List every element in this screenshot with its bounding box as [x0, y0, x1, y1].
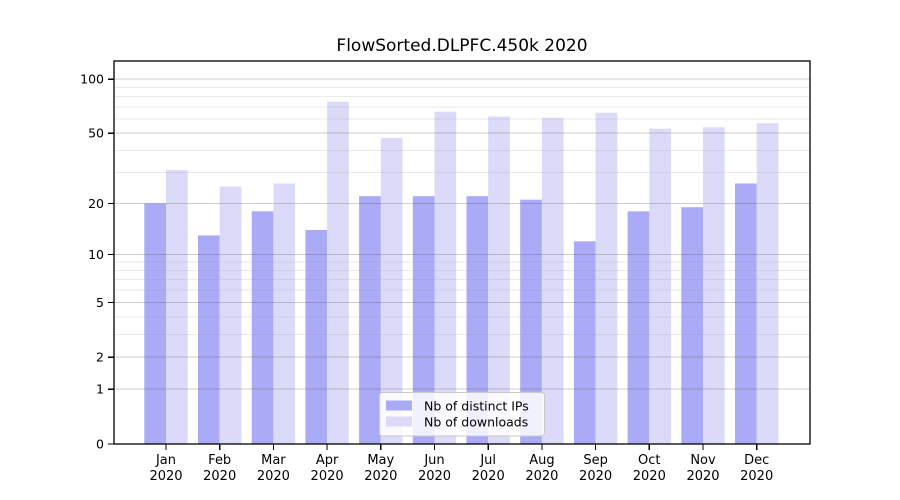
bar-nb-of-distinct-ips-mar: [251, 211, 274, 444]
bar-nb-of-downloads-nov: [703, 127, 725, 445]
bar-nb-of-distinct-ips-jul: [466, 196, 489, 444]
x-axis-labels: Jan2020Feb2020Mar2020Apr2020May2020Jun20…: [149, 453, 773, 484]
x-tick-label-nov: Nov: [690, 453, 716, 468]
x-tick-label-dec-year: 2020: [740, 469, 773, 484]
legend-label-distinct-ips: Nb of distinct IPs: [424, 399, 529, 414]
legend-swatch-downloads: [386, 416, 412, 427]
bar-nb-of-distinct-ips-jan: [144, 203, 166, 444]
y-tick-label-10: 10: [88, 247, 104, 262]
bar-nb-of-distinct-ips-dec: [735, 183, 757, 444]
bar-nb-of-downloads-feb: [219, 186, 242, 444]
y-axis-labels: 0 1 2 5 10 20 50 100: [80, 72, 104, 452]
bar-nb-of-distinct-ips-sep: [573, 241, 596, 444]
x-tick-label-may: May: [367, 453, 394, 468]
x-tick-label-sep: Sep: [583, 453, 608, 468]
bar-nb-of-downloads-jun: [434, 111, 457, 444]
bar-nb-of-downloads-apr: [327, 101, 349, 444]
legend: Nb of distinct IPs Nb of downloads: [379, 392, 545, 437]
x-tick-label-mar-year: 2020: [257, 469, 290, 484]
x-tick-label-oct: Oct: [638, 453, 660, 468]
x-tick-label-dec: Dec: [744, 453, 769, 468]
x-tick-label-jul-year: 2020: [472, 469, 505, 484]
bar-nb-of-downloads-sep: [595, 112, 618, 445]
legend-label-downloads: Nb of downloads: [424, 415, 528, 430]
y-tick-label-20: 20: [88, 196, 104, 211]
x-tick-label-aug-year: 2020: [525, 469, 558, 484]
x-tick-label-feb-year: 2020: [203, 469, 236, 484]
x-tick-label-sep-year: 2020: [579, 469, 612, 484]
x-tick-label-apr-year: 2020: [311, 469, 344, 484]
y-tick-label-100: 100: [80, 72, 104, 87]
bar-nb-of-downloads-aug: [541, 117, 564, 445]
bar-nb-of-distinct-ips-may: [359, 196, 381, 444]
legend-swatch-distinct-ips: [386, 400, 412, 411]
x-tick-label-apr: Apr: [316, 453, 339, 468]
x-tick-label-jul: Jul: [479, 453, 496, 468]
x-tick-label-nov-year: 2020: [686, 469, 719, 484]
bar-nb-of-distinct-ips-feb: [198, 235, 220, 444]
x-tick-label-mar: Mar: [261, 453, 286, 468]
x-tick-label-jan-year: 2020: [149, 469, 182, 484]
bars-layer: [144, 101, 779, 445]
bar-nb-of-downloads-oct: [649, 128, 671, 444]
bar-nb-of-downloads-dec: [756, 123, 779, 444]
y-tick-label-2: 2: [96, 350, 104, 365]
legend-box: [379, 392, 545, 437]
x-tick-label-oct-year: 2020: [633, 469, 666, 484]
bar-nb-of-distinct-ips-jun: [412, 196, 435, 444]
y-tick-label-1: 1: [96, 382, 104, 397]
x-tick-label-jun-year: 2020: [418, 469, 451, 484]
bar-nb-of-distinct-ips-aug: [520, 199, 542, 444]
y-tick-label-0: 0: [96, 437, 104, 452]
x-tick-label-jan: Jan: [155, 453, 176, 468]
x-tick-label-may-year: 2020: [364, 469, 397, 484]
bar-nb-of-downloads-jul: [488, 116, 510, 444]
y-tick-label-50: 50: [88, 126, 104, 141]
chart-title: FlowSorted.DLPFC.450k 2020: [336, 36, 587, 56]
gridlines-layer: [114, 78, 810, 390]
axis-ticks-layer: [108, 78, 758, 450]
bar-nb-of-distinct-ips-apr: [305, 230, 328, 444]
bar-nb-of-distinct-ips-oct: [627, 211, 650, 444]
x-tick-label-feb: Feb: [208, 453, 231, 468]
bar-nb-of-downloads-may: [380, 138, 403, 444]
x-tick-label-aug: Aug: [529, 453, 554, 468]
y-tick-label-5: 5: [96, 295, 104, 310]
x-tick-label-jun: Jun: [423, 453, 444, 468]
bar-nb-of-downloads-mar: [273, 183, 296, 444]
plot-border: [113, 60, 811, 445]
bar-nb-of-distinct-ips-nov: [681, 207, 703, 444]
bar-nb-of-downloads-jan: [166, 170, 188, 444]
